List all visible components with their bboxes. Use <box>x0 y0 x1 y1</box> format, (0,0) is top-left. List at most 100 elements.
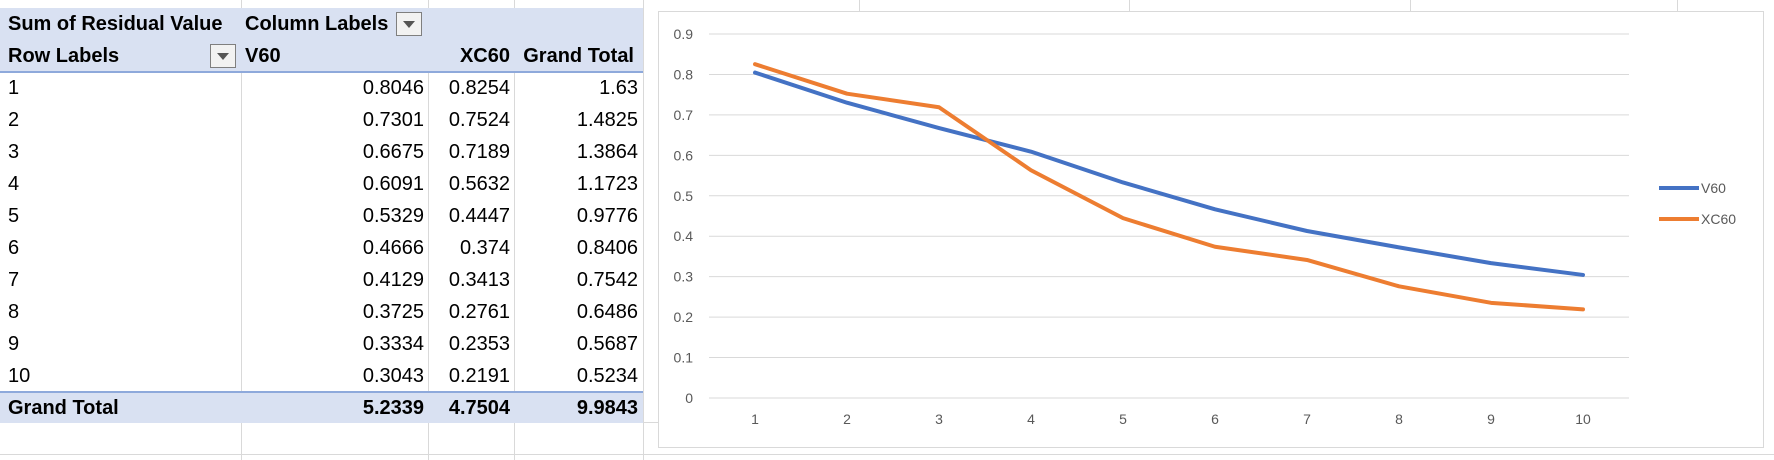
x-tick-label: 9 <box>1487 411 1495 427</box>
grand-total-label: Grand Total <box>8 397 119 419</box>
cell-grand-total: 0.5687 <box>576 333 638 355</box>
row-label: 3 <box>8 141 20 163</box>
data-point-xc60 <box>1489 301 1493 305</box>
data-point-v60 <box>1397 245 1401 249</box>
pivot-row: 4 0.6091 0.5632 1.1723 <box>0 168 643 200</box>
grand-total-divider <box>0 391 643 393</box>
row-label: 5 <box>8 205 20 227</box>
pivot-row: 7 0.4129 0.3413 0.7542 <box>0 264 643 296</box>
cell-xc60: 0.3413 <box>448 269 510 291</box>
y-tick-label: 0.5 <box>674 188 694 204</box>
y-tick-label: 0.9 <box>674 26 694 42</box>
data-point-xc60 <box>1397 284 1401 288</box>
pivot-row: 3 0.6675 0.7189 1.3864 <box>0 136 643 168</box>
cell-v60: 0.5329 <box>362 205 424 227</box>
pivot-row: 8 0.3725 0.2761 0.6486 <box>0 296 643 328</box>
cell-xc60: 0.8254 <box>448 77 510 99</box>
cell-xc60: 0.2761 <box>448 301 510 323</box>
cell-v60: 0.3334 <box>362 333 424 355</box>
x-tick-label: 7 <box>1303 411 1311 427</box>
row-label: 10 <box>8 365 31 387</box>
legend-label-v60: V60 <box>1701 180 1726 196</box>
cell-xc60: 0.7524 <box>448 109 510 131</box>
pivot-corner-label: Sum of Residual Value <box>8 13 223 35</box>
column-header-v60: V60 <box>245 45 281 67</box>
cell-xc60: 0.5632 <box>448 173 510 195</box>
pivot-grand-total-row: Grand Total 5.2339 4.7504 9.9843 <box>0 393 643 423</box>
data-point-v60 <box>845 101 849 105</box>
cell-v60: 0.3725 <box>362 301 424 323</box>
cell-v60: 0.7301 <box>362 109 424 131</box>
row-label: 4 <box>8 173 20 195</box>
data-point-v60 <box>1581 273 1585 277</box>
data-point-v60 <box>937 126 941 130</box>
cell-v60: 0.4129 <box>362 269 424 291</box>
cell-v60: 0.6091 <box>362 173 424 195</box>
cell-xc60: 0.2191 <box>448 365 510 387</box>
data-point-xc60 <box>845 92 849 96</box>
pivot-row: 9 0.3334 0.2353 0.5687 <box>0 328 643 360</box>
data-point-xc60 <box>1213 245 1217 249</box>
cell-grand-total: 0.8406 <box>576 237 638 259</box>
data-point-xc60 <box>753 62 757 66</box>
data-point-v60 <box>1489 261 1493 265</box>
column-header-grand-total: Grand Total <box>523 45 634 67</box>
y-tick-label: 0.7 <box>674 107 694 123</box>
row-label: 9 <box>8 333 20 355</box>
cell-xc60: 0.374 <box>459 237 510 259</box>
cell-v60: 0.6675 <box>362 141 424 163</box>
x-tick-label: 6 <box>1211 411 1219 427</box>
data-point-v60 <box>753 71 757 75</box>
pivot-row: 5 0.5329 0.4447 0.9776 <box>0 200 643 232</box>
header-divider <box>0 71 643 73</box>
y-tick-label: 0.1 <box>674 350 694 366</box>
x-tick-label: 4 <box>1027 411 1035 427</box>
column-labels-header: Column Labels <box>245 13 389 35</box>
cell-xc60: 0.7189 <box>448 141 510 163</box>
pivot-row: 2 0.7301 0.7524 1.4825 <box>0 104 643 136</box>
pivot-row: 10 0.3043 0.2191 0.5234 <box>0 360 643 392</box>
column-labels-filter-button[interactable] <box>396 12 422 36</box>
cell-v60: 0.3043 <box>362 365 424 387</box>
line-chart[interactable]: 0 0.1 0.2 0.3 0.4 0.5 0.6 0.7 0.8 0.9 1 2 3 4 5 6 7 8 9 10 V… <box>658 11 1764 448</box>
row-labels-filter-button[interactable] <box>210 44 236 68</box>
grand-total-xc60: 4.7504 <box>448 397 510 419</box>
y-tick-label: 0.6 <box>674 147 694 163</box>
cell-v60: 0.8046 <box>362 77 424 99</box>
cell-xc60: 0.4447 <box>448 205 510 227</box>
pivot-row: 6 0.4666 0.374 0.8406 <box>0 232 643 264</box>
pivot-header-row-1: Sum of Residual Value Column Labels <box>0 8 643 40</box>
x-tick-label: 1 <box>751 411 759 427</box>
y-tick-label: 0.2 <box>674 309 694 325</box>
x-tick-label: 2 <box>843 411 851 427</box>
row-label: 2 <box>8 109 20 131</box>
cell-grand-total: 0.6486 <box>576 301 638 323</box>
data-point-v60 <box>1213 207 1217 211</box>
pivot-header-row-2: Row Labels V60 XC60 Grand Total <box>0 40 643 72</box>
x-tick-label: 10 <box>1575 411 1591 427</box>
cell-v60: 0.4666 <box>362 237 424 259</box>
cell-grand-total: 0.5234 <box>576 365 638 387</box>
series-line-xc60 <box>753 62 1585 312</box>
cell-grand-total: 1.1723 <box>576 173 638 195</box>
x-tick-label: 8 <box>1395 411 1403 427</box>
row-label: 7 <box>8 269 20 291</box>
cell-grand-total: 0.9776 <box>576 205 638 227</box>
data-point-xc60 <box>1121 216 1125 220</box>
y-tick-label: 0.8 <box>674 66 694 82</box>
data-point-v60 <box>1305 229 1309 233</box>
grand-total-total: 9.9843 <box>576 397 638 419</box>
cell-grand-total: 0.7542 <box>576 269 638 291</box>
data-point-xc60 <box>1305 258 1309 262</box>
x-tick-label: 3 <box>935 411 943 427</box>
row-label: 8 <box>8 301 20 323</box>
grand-total-v60: 5.2339 <box>362 397 424 419</box>
data-point-xc60 <box>1029 168 1033 172</box>
chart-plot-area: 0 0.1 0.2 0.3 0.4 0.5 0.6 0.7 0.8 0.9 1 2 3 4 5 6 7 8 9 10 V… <box>674 26 1737 427</box>
cell-grand-total: 1.4825 <box>576 109 638 131</box>
cell-xc60: 0.2353 <box>448 333 510 355</box>
data-point-v60 <box>1029 150 1033 154</box>
y-tick-label: 0.3 <box>674 269 694 285</box>
cell-grand-total: 1.63 <box>599 77 638 99</box>
data-point-xc60 <box>1581 307 1585 311</box>
